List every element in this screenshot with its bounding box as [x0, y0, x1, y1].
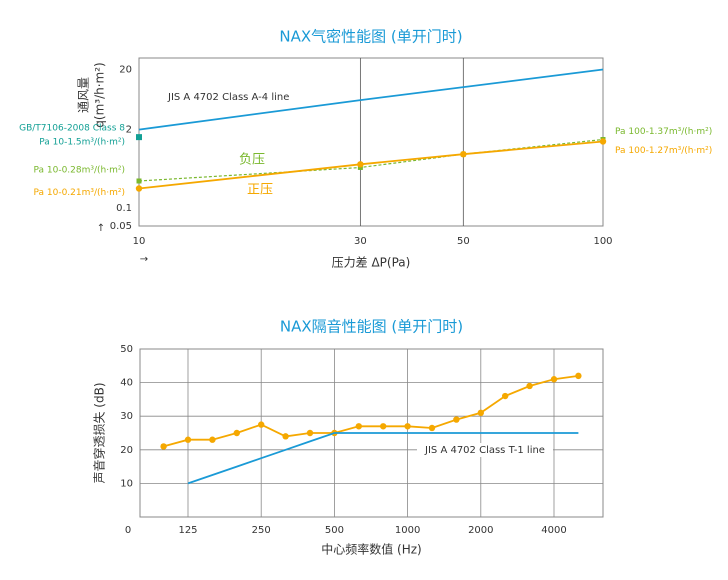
data-point [357, 161, 364, 168]
series-line [187, 432, 579, 485]
y-tick-label: 10 [120, 478, 133, 489]
arrow-up: ↑ [97, 223, 105, 234]
data-point [599, 138, 607, 145]
x-axis-label: 压力差 ΔP(Pa) [332, 256, 411, 270]
data-point [160, 443, 167, 450]
data-point [575, 372, 582, 380]
x-tick-label: 250 [252, 525, 271, 536]
data-point [136, 178, 142, 184]
data-point [526, 382, 533, 390]
x-tick-label: 100 [593, 236, 612, 247]
series-line [138, 138, 604, 182]
annotation-point [136, 134, 142, 141]
series-label: 正压 [247, 183, 273, 198]
y-tick-label: 50 [120, 344, 133, 355]
y-tick-label: 30 [120, 411, 133, 422]
y-axis-label: 通风量 [77, 77, 91, 113]
arrow-right: → [140, 254, 148, 265]
y-tick-label: 0.05 [110, 221, 132, 232]
chart-title: NAX气密性能图 (单开门时) [279, 28, 462, 46]
data-point [135, 185, 143, 192]
y-tick-label: 20 [119, 64, 132, 75]
y-axis-label: q(m³/h·m²) [93, 62, 107, 127]
label-bg [417, 443, 553, 457]
series-line [163, 375, 579, 448]
y-tick-label: 2 [126, 125, 132, 136]
data-point [184, 436, 192, 443]
data-point [404, 423, 411, 430]
y-tick-label: 40 [120, 378, 133, 389]
x-tick-label: 1000 [395, 525, 420, 536]
x-tick-label: 50 [457, 236, 470, 247]
point-label: Pa 10-0.21m³/(h·m²) [33, 188, 125, 198]
plot-frame [139, 348, 604, 518]
series-label: 负压 [239, 153, 265, 168]
data-point [502, 392, 509, 400]
data-point [460, 151, 467, 158]
y-tick-label: 0 [125, 525, 131, 536]
x-tick-label: 500 [325, 525, 344, 536]
y-tick-label: 0.1 [116, 203, 132, 214]
point-label: Pa 100-1.37m³/(h·m²) [615, 127, 712, 137]
x-tick-label: 30 [354, 236, 367, 247]
data-point [453, 416, 460, 423]
plot-frame [138, 57, 604, 227]
data-point [355, 423, 362, 430]
y-tick-label: 20 [120, 445, 133, 456]
x-tick-label: 125 [178, 525, 197, 536]
point-label: Pa 10-0.28m³/(h·m²) [33, 165, 125, 175]
data-point [477, 409, 484, 417]
annotation-text: GB/T7106-2008 Class 8 [19, 124, 125, 134]
data-point [282, 433, 289, 440]
point-label: Pa 100-1.27m³/(h·m²) [615, 146, 712, 156]
y-axis-label: 声音穿透损失 (dB) [92, 382, 107, 483]
data-point [209, 436, 216, 443]
x-tick-label: 2000 [468, 525, 493, 536]
x-axis-label: 中心频率数值 (Hz) [321, 542, 422, 557]
annotation-text: Pa 10-1.5m³/(h·m²) [39, 138, 125, 148]
data-point [550, 376, 558, 383]
data-point [233, 429, 240, 437]
data-point [380, 423, 387, 430]
series-line [138, 140, 604, 190]
series-label: JIS A 4702 Class T-1 line [424, 445, 545, 456]
x-tick-label: 4000 [541, 525, 566, 536]
x-tick-label: 10 [133, 236, 146, 247]
series-label: JIS A 4702 Class A-4 line [167, 92, 289, 103]
series-line [138, 68, 604, 131]
data-point [306, 429, 314, 437]
chart-title: NAX隔音性能图 (单开门时) [280, 318, 463, 336]
data-point [428, 424, 436, 432]
data-point [258, 421, 265, 428]
